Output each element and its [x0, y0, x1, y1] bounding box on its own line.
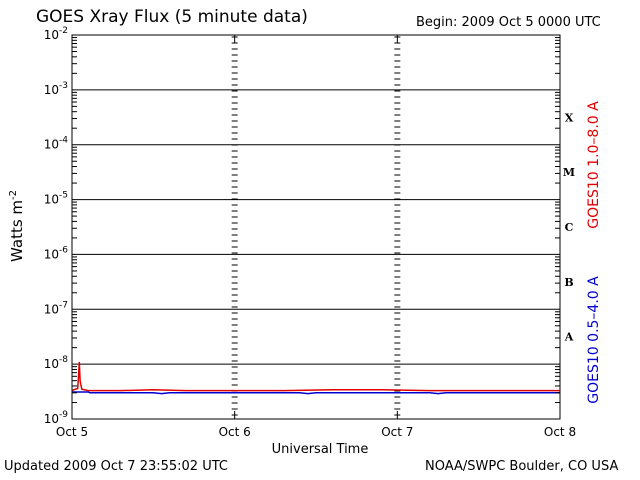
- grid-layer: [72, 36, 560, 416]
- y-tick-label: 10-8: [44, 355, 69, 371]
- series-line-short: [72, 391, 560, 395]
- y-axis-label: Watts m-2: [8, 190, 26, 262]
- flare-class-label: M: [563, 166, 575, 179]
- x-tick-label: Oct 5: [56, 425, 88, 439]
- series-layer: [71, 361, 560, 395]
- x-tick-label: Oct 7: [381, 425, 413, 439]
- y-tick-label: 10-2: [44, 26, 68, 42]
- credit-label: NOAA/SWPC Boulder, CO USA: [425, 459, 619, 474]
- chart-title: GOES Xray Flux (5 minute data): [36, 7, 308, 27]
- begin-timestamp: Begin: 2009 Oct 5 0000 UTC: [416, 15, 601, 30]
- x-axis-label: Universal Time: [271, 442, 369, 457]
- y-tick-label: 10-7: [44, 300, 68, 316]
- flare-class-label: C: [565, 221, 574, 234]
- y-tick-label: 10-3: [44, 81, 68, 97]
- series-line-long: [71, 361, 560, 392]
- flare-class-label: B: [564, 276, 573, 289]
- x-tick-label: Oct 6: [219, 425, 251, 439]
- legend-series-1: GOES10 1.0–8.0 A: [586, 101, 602, 229]
- flare-class-label: A: [564, 331, 574, 344]
- y-tick-label: 10-4: [44, 136, 69, 152]
- y-tick-label: 10-6: [44, 245, 69, 261]
- x-tick-label: Oct 8: [544, 425, 576, 439]
- legend-series-2: GOES10 0.5–4.0 A: [586, 276, 602, 404]
- y-tick-label: 10-9: [44, 410, 69, 426]
- label-layer: 10-9 10-8 10-7 10-6 10-5 10-4 10-3 10-2 Oct 5 Oct…: [44, 26, 576, 439]
- tick-layer: [71, 35, 561, 419]
- flare-class-label: X: [565, 111, 574, 124]
- plot-frame: [71, 34, 561, 420]
- y-tick-label: 10-5: [44, 191, 68, 207]
- updated-timestamp: Updated 2009 Oct 7 23:55:02 UTC: [4, 459, 228, 474]
